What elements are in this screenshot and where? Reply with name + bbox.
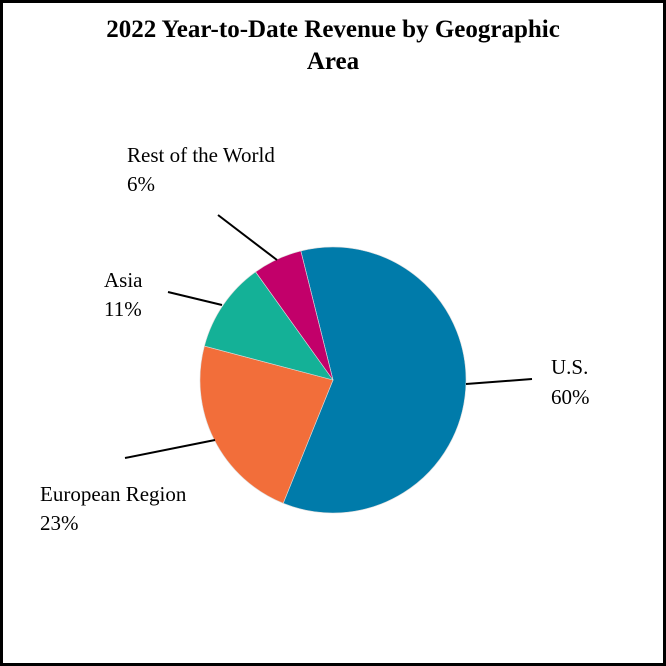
- label-row-name: Rest of the World: [127, 143, 275, 167]
- label-us-value: 60%: [551, 385, 590, 409]
- pie-slices: [199, 246, 467, 514]
- title-line-2: Area: [306, 48, 360, 75]
- label-asia-name: Asia: [104, 268, 143, 292]
- leader-line-europe: [124, 439, 216, 459]
- leader-line-us: [465, 378, 533, 385]
- label-europe-name: European Region: [40, 482, 187, 506]
- leader-line-row: [217, 214, 278, 261]
- label-row-value: 6%: [127, 172, 155, 196]
- label-us-name: U.S.: [551, 355, 588, 379]
- leader-line-asia: [167, 291, 223, 306]
- title-line-1: 2022 Year-to-Date Revenue by Geographic: [106, 16, 560, 43]
- label-asia-value: 11%: [104, 297, 142, 321]
- label-europe-value: 23%: [40, 511, 79, 535]
- pie-slice-u-s-: [282, 246, 467, 514]
- chart-title: 2022 Year-to-Date Revenue by Geographic …: [0, 14, 666, 78]
- pie-slice-asia: [204, 271, 334, 381]
